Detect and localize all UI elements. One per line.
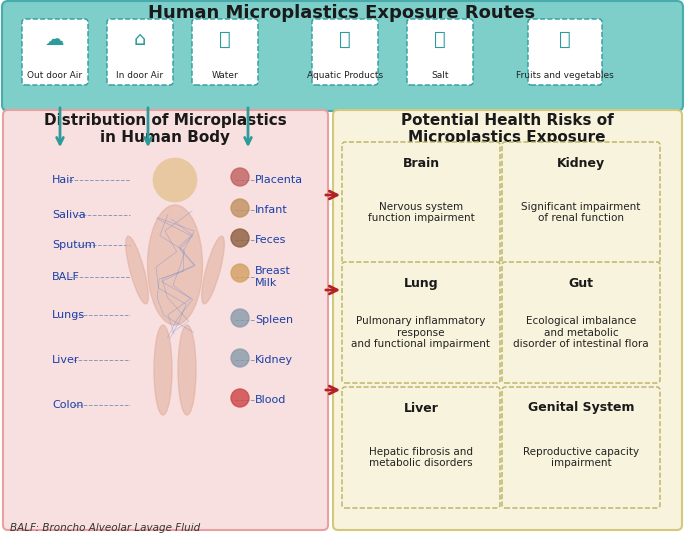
Circle shape <box>231 389 249 407</box>
Text: 🥦: 🥦 <box>559 29 571 49</box>
Ellipse shape <box>178 325 196 415</box>
Text: 🧂: 🧂 <box>434 29 446 49</box>
FancyBboxPatch shape <box>342 262 500 383</box>
Text: Brain: Brain <box>402 157 440 170</box>
Text: Potential Health Risks of
Microplastics Exposure: Potential Health Risks of Microplastics … <box>401 113 613 145</box>
Text: Breast
Milk: Breast Milk <box>255 266 291 288</box>
FancyBboxPatch shape <box>333 110 682 530</box>
FancyBboxPatch shape <box>502 387 660 508</box>
Text: Blood: Blood <box>255 395 286 405</box>
Text: Out door Air: Out door Air <box>27 71 83 80</box>
Ellipse shape <box>154 325 172 415</box>
Text: 🫙: 🫙 <box>219 29 231 49</box>
Text: Infant: Infant <box>255 205 288 215</box>
Text: Kidney: Kidney <box>557 157 605 170</box>
Ellipse shape <box>147 205 203 325</box>
Circle shape <box>231 229 249 247</box>
Text: ⌂: ⌂ <box>134 29 146 49</box>
FancyBboxPatch shape <box>312 19 378 85</box>
Text: Spleen: Spleen <box>255 315 293 325</box>
Text: Feces: Feces <box>255 235 286 245</box>
Text: Salt: Salt <box>432 71 449 80</box>
Text: Distribution of Microplastics
in Human Body: Distribution of Microplastics in Human B… <box>44 113 286 145</box>
Text: BALF: Broncho Alveolar Lavage Fluid: BALF: Broncho Alveolar Lavage Fluid <box>10 523 200 533</box>
FancyBboxPatch shape <box>342 387 500 508</box>
Text: Colon: Colon <box>52 400 84 410</box>
Circle shape <box>231 349 249 367</box>
Circle shape <box>231 168 249 186</box>
FancyBboxPatch shape <box>342 142 500 263</box>
Text: Saliva: Saliva <box>52 210 86 220</box>
FancyBboxPatch shape <box>22 19 88 85</box>
Circle shape <box>231 264 249 282</box>
FancyBboxPatch shape <box>407 19 473 85</box>
Text: Hepatic fibrosis and
metabolic disorders: Hepatic fibrosis and metabolic disorders <box>369 447 473 468</box>
Text: In door Air: In door Air <box>116 71 164 80</box>
FancyBboxPatch shape <box>2 1 683 111</box>
Text: Genital System: Genital System <box>527 401 634 415</box>
Ellipse shape <box>201 236 224 304</box>
Text: Aquatic Products: Aquatic Products <box>307 71 383 80</box>
Text: Liver: Liver <box>52 355 79 365</box>
Text: BALF: BALF <box>52 272 80 282</box>
Text: Kidney: Kidney <box>255 355 293 365</box>
FancyBboxPatch shape <box>107 19 173 85</box>
Text: Human Microplastics Exposure Routes: Human Microplastics Exposure Routes <box>149 4 536 22</box>
Text: Lungs: Lungs <box>52 310 85 320</box>
Circle shape <box>231 199 249 217</box>
Ellipse shape <box>125 236 149 304</box>
Text: Significant impairment
of renal function: Significant impairment of renal function <box>521 202 640 223</box>
Text: Gut: Gut <box>569 277 593 289</box>
Text: Lung: Lung <box>403 277 438 289</box>
Text: Hair: Hair <box>52 175 75 185</box>
FancyBboxPatch shape <box>3 110 328 530</box>
FancyBboxPatch shape <box>502 262 660 383</box>
FancyBboxPatch shape <box>192 19 258 85</box>
Circle shape <box>153 158 197 202</box>
FancyBboxPatch shape <box>528 19 602 85</box>
Text: ☁: ☁ <box>45 29 65 49</box>
Text: Liver: Liver <box>403 401 438 415</box>
Text: 🐠: 🐠 <box>339 29 351 49</box>
Text: Sputum: Sputum <box>52 240 96 250</box>
Text: Fruits and vegetables: Fruits and vegetables <box>516 71 614 80</box>
Text: Water: Water <box>212 71 238 80</box>
Text: Nervous system
function impairment: Nervous system function impairment <box>368 202 475 223</box>
Text: Pulmonary inflammatory
response
and functional impairment: Pulmonary inflammatory response and func… <box>351 316 490 349</box>
Text: Reproductive capacity
impairment: Reproductive capacity impairment <box>523 447 639 468</box>
Text: Ecological imbalance
and metabolic
disorder of intestinal flora: Ecological imbalance and metabolic disor… <box>513 316 649 349</box>
Text: Placenta: Placenta <box>255 175 303 185</box>
Circle shape <box>231 309 249 327</box>
FancyBboxPatch shape <box>502 142 660 263</box>
